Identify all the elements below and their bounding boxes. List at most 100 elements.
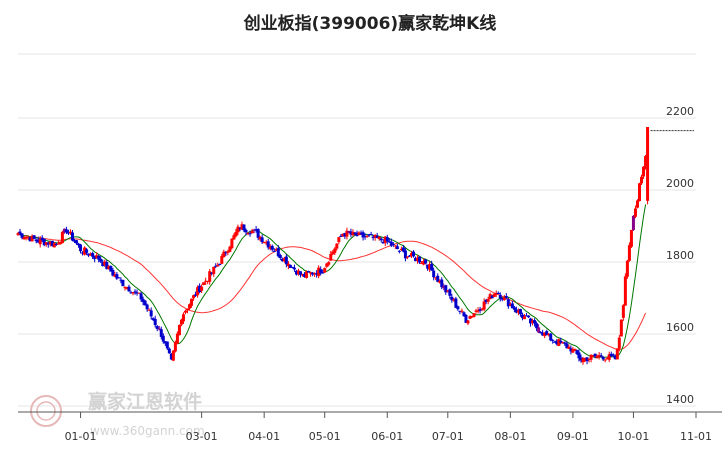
candle-body: [640, 176, 644, 184]
candle-body: [210, 272, 214, 274]
candle-body: [262, 242, 266, 244]
candle-body: [103, 261, 107, 265]
candle-body: [141, 299, 145, 303]
candle-body: [642, 166, 646, 177]
candle-body: [151, 318, 155, 321]
candle-body: [494, 292, 498, 295]
candle-body: [73, 240, 76, 242]
candle-body: [32, 235, 36, 239]
candle-body: [490, 295, 494, 299]
candle-body: [627, 245, 631, 261]
watermark-url: www.360gann.com: [90, 424, 205, 438]
candle-body: [137, 292, 141, 294]
candle-body: [303, 273, 307, 277]
candle-body: [169, 353, 173, 360]
candle-body: [430, 263, 434, 271]
x-tick-label: 07-01: [432, 430, 464, 443]
candle-body: [389, 241, 393, 246]
candle-body: [212, 266, 216, 275]
candle-body: [557, 339, 561, 346]
candle-body: [234, 231, 238, 237]
candle-body: [559, 340, 563, 343]
candle-body: [286, 263, 290, 266]
candle-body: [611, 354, 615, 356]
candle-body: [83, 247, 87, 255]
candle-body: [226, 251, 230, 253]
candle-body: [113, 274, 117, 277]
candle-body: [165, 341, 169, 349]
candle-body: [466, 320, 470, 324]
candle-body: [619, 319, 623, 337]
candle-body: [375, 235, 379, 239]
candle-body: [529, 318, 533, 324]
x-tick-label: 05-01: [309, 430, 341, 443]
candle-body: [458, 311, 462, 313]
candle-body: [573, 349, 577, 351]
candle-body: [26, 237, 30, 239]
candle-body: [607, 354, 611, 360]
y-tick-label: 2200: [666, 105, 694, 118]
candle-body: [450, 296, 454, 301]
candle-body: [504, 296, 508, 298]
candle-body: [399, 248, 403, 251]
candle-body: [244, 229, 248, 233]
candle-body: [307, 271, 311, 273]
candle-body: [412, 251, 415, 257]
candle-body: [188, 304, 192, 309]
candle-body: [480, 308, 484, 310]
ma-short-line: [17, 204, 647, 359]
candle-body: [246, 232, 250, 234]
candle-body: [56, 243, 60, 245]
x-tick-label: 10-01: [617, 430, 649, 443]
candle-body: [597, 355, 601, 358]
y-tick-label: 1600: [666, 321, 694, 334]
candle-body: [484, 299, 488, 302]
candle-body: [407, 255, 411, 257]
candle-body: [143, 300, 147, 306]
candle-body: [535, 323, 539, 329]
candle-body: [333, 248, 337, 253]
candle-body: [577, 352, 581, 359]
candle-body: [533, 320, 537, 324]
candle-body: [64, 229, 68, 233]
candle-body: [311, 272, 315, 275]
candle-body: [111, 269, 115, 276]
y-tick-label: 1400: [666, 393, 694, 406]
candle-body: [373, 234, 377, 238]
candle-body: [34, 239, 38, 242]
candle-body: [220, 256, 224, 264]
candle-body: [319, 269, 323, 274]
candle-body: [593, 353, 597, 357]
candle-body: [194, 294, 198, 296]
candle-body: [52, 243, 56, 248]
candle-body: [125, 286, 129, 289]
candle-body: [381, 241, 385, 244]
candle-body: [129, 292, 133, 294]
candle-body: [595, 356, 599, 358]
candle-body: [541, 332, 545, 336]
candle-body: [157, 328, 161, 330]
y-tick-label: 1800: [666, 249, 694, 262]
candle-body: [409, 253, 413, 257]
candle-body: [329, 254, 333, 261]
candle-body: [434, 277, 438, 279]
candle-body: [615, 348, 619, 360]
candle-body: [587, 358, 591, 360]
candle-body: [202, 282, 206, 285]
candle-body: [301, 274, 305, 276]
x-tick-label: 04-01: [248, 430, 280, 443]
candle-body: [581, 358, 585, 363]
candle-body: [119, 279, 123, 281]
candle-body: [428, 264, 432, 270]
candle-body: [414, 257, 418, 262]
candle-body: [482, 301, 486, 310]
candle-body: [313, 273, 317, 275]
candle-body: [131, 292, 135, 294]
candle-body: [547, 333, 551, 335]
candle-body: [365, 235, 369, 237]
chart-title: 创业板指(399006)赢家乾坤K线: [243, 13, 497, 34]
candle-body: [579, 357, 583, 361]
candle-body: [200, 286, 204, 291]
candle-body: [440, 279, 444, 288]
candle-body: [139, 293, 143, 300]
